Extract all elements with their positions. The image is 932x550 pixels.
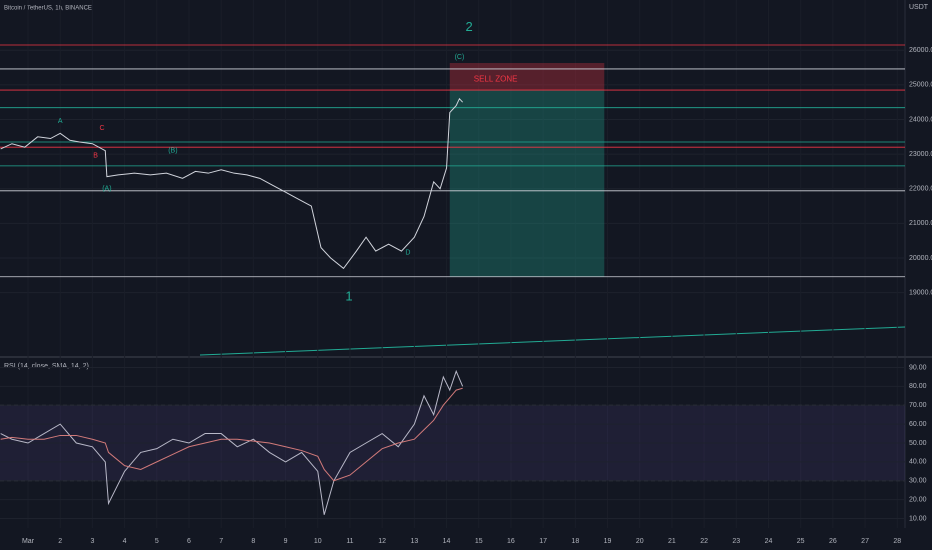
x-tick-label: 26	[829, 538, 837, 545]
x-tick-label: 19	[604, 538, 612, 545]
x-tick-label: 7	[219, 538, 223, 545]
x-tick-label: 8	[251, 538, 255, 545]
series-line	[0, 369, 464, 515]
y-tick-label: 10.00	[909, 515, 927, 522]
series-line	[0, 387, 463, 482]
y-tick-label: 20.00	[909, 497, 927, 504]
wave-label: (C)	[455, 54, 465, 61]
x-tick-label: 5	[155, 538, 159, 545]
y-tick-label: 40.00	[909, 459, 927, 466]
wave-label: C	[100, 125, 105, 132]
x-tick-label: 24	[765, 538, 773, 545]
rsi-legend: RSI (14, close, SMA, 14, 2)	[4, 363, 89, 370]
x-tick-label: 17	[539, 538, 547, 545]
wave-label: B	[93, 153, 98, 160]
wave-label: (A)	[102, 186, 111, 193]
x-tick-label: 20	[636, 538, 644, 545]
x-tick-label: Mar	[22, 538, 35, 545]
x-tick-label: 4	[123, 538, 127, 545]
wave-label: 2	[465, 19, 472, 34]
y-tick-label: 20000.00	[909, 255, 932, 262]
x-tick-label: 25	[797, 538, 805, 545]
x-tick-label: 23	[732, 538, 740, 545]
symbol: Bitcoin / TetherUS, 1h, BINANCE	[4, 6, 92, 12]
x-tick-label: 3	[90, 538, 94, 545]
x-tick-label: 18	[571, 538, 579, 545]
y-tick-label: 23000.00	[909, 151, 932, 158]
series-line	[0, 97, 464, 270]
y-tick-label: 21000.00	[909, 220, 932, 227]
y-tick-label: 19000.00	[909, 290, 932, 297]
y-tick-label: 90.00	[909, 364, 927, 371]
y-tick-label: 24000.00	[909, 116, 932, 123]
y-tick-label: 25000.00	[909, 82, 932, 89]
zone-label: SELL ZONE	[474, 75, 518, 84]
x-tick-label: 13	[410, 538, 418, 545]
x-tick-label: 22	[700, 538, 708, 545]
stop-zone	[449, 63, 605, 91]
x-tick-label: 16	[507, 538, 515, 545]
wave-label: 1	[345, 288, 352, 303]
currency: USDT	[909, 4, 929, 11]
x-tick-label: 6	[187, 538, 191, 545]
wave-label: (B)	[168, 148, 177, 155]
x-tick-label: 12	[378, 538, 386, 545]
x-tick-label: 2	[58, 538, 62, 545]
x-tick-label: 27	[861, 538, 869, 545]
y-tick-label: 26000.00	[909, 47, 932, 54]
y-tick-label: 70.00	[909, 402, 927, 409]
x-tick-label: 21	[668, 538, 676, 545]
y-tick-label: 60.00	[909, 421, 927, 428]
x-tick-label: 11	[346, 538, 353, 545]
y-tick-label: 30.00	[909, 478, 927, 485]
y-tick-label: 50.00	[909, 440, 927, 447]
x-tick-label: 28	[893, 538, 901, 545]
y-tick-label: 22000.00	[909, 186, 932, 193]
wave-label: D	[405, 250, 410, 257]
target-zone	[449, 90, 605, 277]
x-tick-label: 14	[443, 538, 451, 545]
x-tick-label: 9	[284, 538, 288, 545]
wave-label: A	[58, 118, 63, 125]
x-tick-label: 10	[314, 538, 322, 545]
y-tick-label: 80.00	[909, 383, 927, 390]
x-tick-label: 15	[475, 538, 483, 545]
